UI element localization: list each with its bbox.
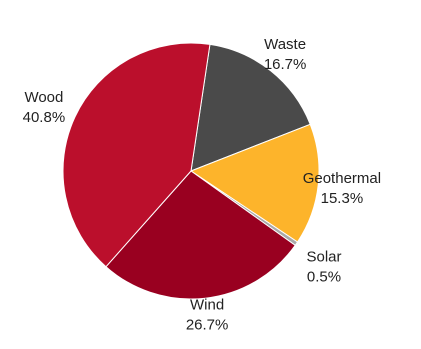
pie-label-solar: Solar 0.5% (306, 249, 341, 286)
pie-label-name-waste: Waste (264, 36, 306, 53)
pie-label-geothermal: Geothermal 15.3% (303, 170, 381, 207)
pie-slice-geothermal (189, 123, 320, 243)
pie-label-name-wood: Wood (24, 89, 63, 106)
pie-label-value-wind: 26.7% (186, 317, 229, 334)
pie-label-waste: Waste 16.7% (264, 36, 307, 73)
pie-label-wind: Wind 26.7% (186, 297, 229, 334)
pie-label-value-solar: 0.5% (307, 269, 341, 286)
pie-label-value-waste: 16.7% (264, 56, 307, 73)
pie-label-name-geothermal: Geothermal (303, 170, 381, 187)
pie-label-value-wood: 40.8% (23, 109, 66, 126)
pie-slice-waste (190, 43, 311, 172)
pie-label-name-wind: Wind (190, 297, 224, 314)
pie-label-name-solar: Solar (306, 249, 341, 266)
pie-slice-wood (62, 42, 211, 268)
pie-slices (62, 42, 320, 300)
pie-label-value-geothermal: 15.3% (321, 190, 364, 207)
pie-slice-wind (105, 170, 296, 300)
pie-labels: Waste 16.7% Geothermal 15.3% Solar 0.5% Wind 26… (23, 36, 381, 334)
pie-label-wood: Wood 40.8% (23, 89, 66, 126)
